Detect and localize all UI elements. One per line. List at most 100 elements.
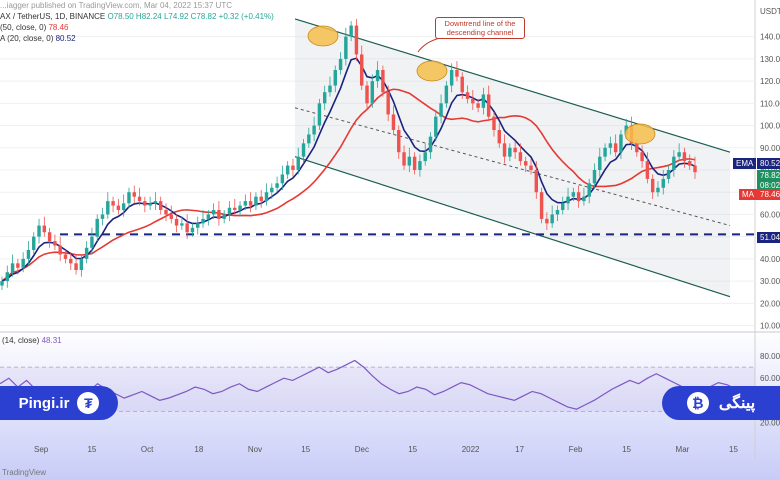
candle-body: [661, 178, 665, 188]
candle-body: [285, 165, 290, 175]
time-tick-label: 18: [194, 445, 203, 454]
candle-body: [587, 183, 591, 197]
published-line: ...iagger published on TradingView.com, …: [0, 1, 232, 10]
candle-body: [328, 85, 332, 93]
candle-body: [79, 258, 84, 270]
price-tick-label: 140.00: [760, 33, 780, 42]
time-tick-label: 17: [515, 445, 524, 454]
candle-body: [243, 201, 248, 206]
price-tick-label: 40.00: [760, 255, 780, 264]
price-tick-label: 10.00: [760, 322, 780, 331]
candle-body: [381, 70, 385, 93]
candle-body: [264, 192, 269, 202]
candle-body: [333, 70, 337, 86]
candle-body: [95, 218, 99, 237]
candle-body: [291, 165, 295, 170]
candle-body: [21, 258, 25, 268]
downtrend-annotation: Downtrend line of the descending channel: [435, 17, 525, 39]
candle-body: [217, 210, 221, 219]
candle-body: [566, 196, 570, 204]
chart-legend: ...iagger published on TradingView.com, …: [0, 0, 274, 44]
candle-body: [407, 156, 412, 166]
candle-body: [53, 241, 57, 246]
candle-body: [63, 254, 68, 259]
candle-body: [201, 218, 205, 224]
candle-body: [90, 236, 94, 248]
brand-right[interactable]: ₿ پینگی: [662, 386, 780, 420]
candle-body: [460, 76, 464, 93]
candle-body: [301, 143, 306, 157]
candle-body: [645, 161, 650, 179]
time-tick-label: Mar: [676, 445, 690, 454]
time-tick-label: Oct: [141, 445, 154, 454]
candle-body: [402, 152, 406, 166]
candle-body: [137, 196, 142, 202]
channel-fill: [295, 18, 730, 297]
candle-body: [296, 156, 300, 170]
candle-body: [42, 225, 47, 233]
rsi-legend-label: (14, close): [2, 336, 40, 345]
candle-body: [317, 103, 322, 126]
candle-body: [682, 152, 687, 162]
price-tick-label: 20.00: [760, 299, 780, 308]
candle-body: [312, 125, 316, 135]
candle-body: [539, 192, 544, 219]
time-tick-label: 15: [622, 445, 631, 454]
candle-body: [259, 196, 263, 202]
candle-body: [360, 54, 364, 86]
candle-body: [116, 205, 121, 210]
price-tick-label: 120.00: [760, 77, 780, 86]
candle-body: [111, 201, 115, 206]
rsi-legend: (14, close) 48.31: [2, 336, 62, 345]
candle-body: [444, 85, 449, 104]
candle-body: [545, 218, 549, 224]
candle-body: [550, 214, 554, 224]
candle-body: [10, 263, 15, 273]
candle-body: [465, 92, 470, 99]
candle-body: [481, 94, 486, 108]
time-tick-label: 15: [729, 445, 738, 454]
candle-body: [354, 25, 359, 55]
candle-body: [529, 165, 533, 170]
candle-body: [16, 263, 20, 268]
rsi-pane-bg: [0, 330, 780, 480]
candle-body: [5, 272, 10, 282]
last-price-time: 08:02: [757, 180, 780, 191]
price-tick-label: 110.00: [760, 99, 780, 108]
rsi-tick-label: 20.00: [760, 418, 780, 427]
candle-body: [523, 161, 528, 166]
candle-body: [174, 218, 179, 226]
time-tick-label: 2022: [462, 445, 480, 454]
brand-left[interactable]: Pingi.ir ₮: [0, 386, 118, 420]
candle-body: [365, 85, 369, 104]
candle-body: [106, 201, 110, 215]
symbol-label: AX / TetherUS, 1D, BINANCE: [0, 12, 106, 21]
time-tick-label: Nov: [248, 445, 262, 454]
candle-body: [603, 147, 607, 157]
candle-body: [613, 143, 618, 153]
bitcoin-icon: ₿: [686, 392, 709, 414]
candle-body: [439, 103, 443, 117]
candle-body: [0, 281, 4, 286]
price-tick-label: 60.00: [760, 210, 780, 219]
candle-body: [158, 201, 163, 210]
ma-badge-value: 78.46: [757, 189, 780, 200]
candle-body: [571, 192, 576, 197]
candle-body: [576, 192, 581, 202]
time-tick-label: 15: [87, 445, 96, 454]
candle-body: [100, 214, 105, 219]
candle-body: [619, 134, 623, 153]
candle-body: [449, 70, 454, 86]
candle-body: [677, 152, 681, 157]
rsi-band: [0, 367, 755, 412]
candle-body: [211, 210, 216, 215]
candle-body: [497, 130, 501, 144]
candle-body: [344, 36, 348, 59]
rsi-legend-value: 48.31: [41, 336, 62, 345]
time-tick-label: Dec: [355, 445, 369, 454]
candle-body: [349, 25, 353, 37]
last-price-badge: 78.82: [757, 170, 780, 181]
ema-badge-label: EMA: [733, 158, 757, 169]
price-tick-label: 30.00: [760, 277, 780, 286]
